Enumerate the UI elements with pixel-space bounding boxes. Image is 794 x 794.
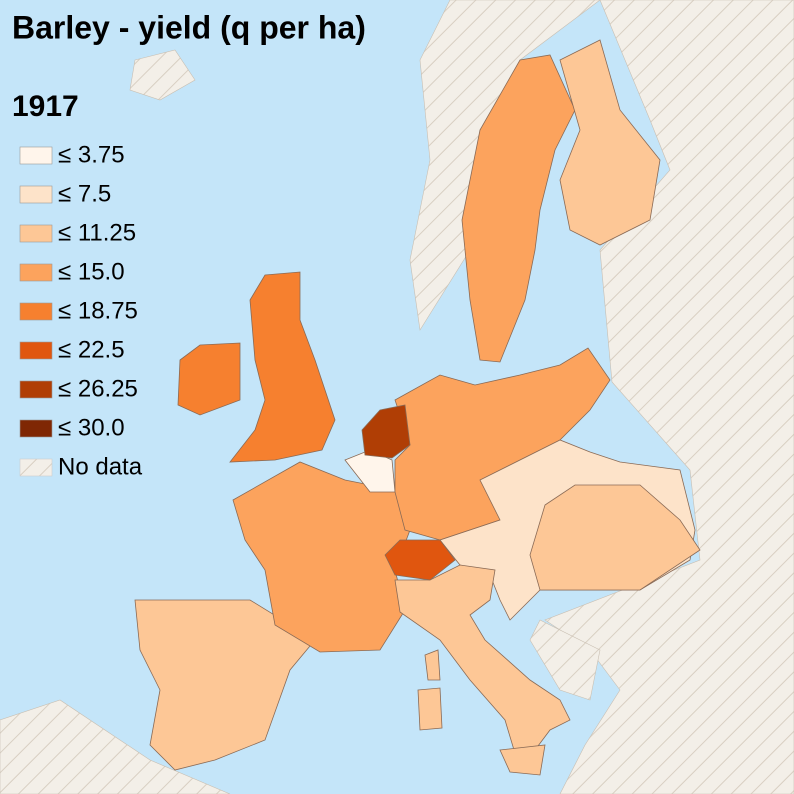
region bbox=[529, 484, 701, 591]
legend-swatch bbox=[19, 458, 53, 477]
region bbox=[424, 649, 441, 681]
legend-swatch bbox=[19, 341, 53, 360]
legend: ≤ 3.75 ≤ 7.5 ≤ 11.25 ≤ 15.0 ≤ 18.75 ≤ 22.5 ≤ 2… bbox=[19, 141, 143, 480]
region bbox=[394, 564, 571, 771]
region bbox=[361, 404, 411, 459]
legend-label: ≤ 11.25 bbox=[58, 219, 136, 246]
legend-swatch bbox=[19, 380, 53, 399]
legend-label: ≤ 30.0 bbox=[58, 414, 125, 441]
legend-swatch bbox=[19, 302, 53, 321]
countries bbox=[134, 39, 701, 776]
region bbox=[499, 744, 546, 776]
map-title: Barley - yield (q per ha) bbox=[12, 9, 366, 45]
region bbox=[229, 271, 336, 463]
legend-label: ≤ 3.75 bbox=[58, 141, 125, 168]
year-label: 1917 bbox=[12, 90, 79, 123]
legend-label: ≤ 18.75 bbox=[58, 297, 138, 324]
legend-label: ≤ 7.5 bbox=[58, 180, 111, 207]
region bbox=[177, 342, 241, 416]
legend-label: ≤ 26.25 bbox=[58, 375, 138, 402]
legend-swatch bbox=[19, 185, 53, 204]
legend-swatch bbox=[19, 146, 53, 165]
legend-label: ≤ 22.5 bbox=[58, 336, 125, 363]
legend-swatch bbox=[19, 224, 53, 243]
region bbox=[384, 539, 456, 581]
region bbox=[417, 687, 443, 731]
region bbox=[559, 39, 661, 246]
legend-swatch bbox=[19, 263, 53, 282]
legend-label: ≤ 15.0 bbox=[58, 258, 125, 285]
legend-label: No data bbox=[58, 453, 143, 480]
region bbox=[461, 54, 576, 363]
legend-swatch bbox=[19, 419, 53, 438]
